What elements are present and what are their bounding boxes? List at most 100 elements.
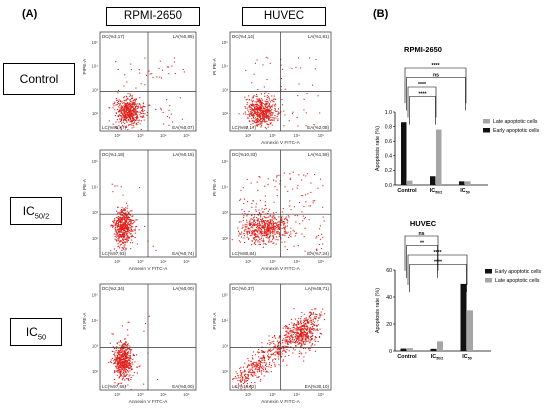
scatter-dot <box>295 66 297 68</box>
scatter-dot <box>256 103 258 105</box>
scatter-dot <box>306 319 308 321</box>
scatter-dot <box>118 221 120 223</box>
scatter-dot <box>111 224 113 226</box>
scatter-dot <box>119 111 121 113</box>
scatter-dot <box>262 116 264 118</box>
scatter-dot <box>262 362 264 364</box>
scatter-dot <box>257 115 259 117</box>
scatter-dot <box>272 226 274 228</box>
scatter-dot <box>126 220 128 222</box>
scatter-dot <box>155 108 157 110</box>
scatter-dot <box>303 333 305 335</box>
scatter-dot <box>124 235 126 237</box>
scatter-dot <box>301 211 303 213</box>
scatter-dot <box>263 86 265 88</box>
scatter-dot <box>127 103 129 105</box>
scatter-dot <box>272 100 274 102</box>
scatter-dot <box>249 370 251 372</box>
scatter-dot <box>256 111 258 113</box>
scatter-dot <box>254 106 256 108</box>
scatter-dot <box>127 230 129 232</box>
scatter-dot <box>125 355 127 357</box>
scatter-dot <box>140 83 142 85</box>
scatter-dot <box>124 222 126 224</box>
scatter-dot <box>163 123 165 125</box>
flow-plot-huvec-ic50: 10² 10² 10³ 10³ 10⁴ 10⁴ 10⁵ 10⁵ DC(%0,37) LA(%49,… <box>210 282 335 404</box>
scatter-dot <box>296 331 298 333</box>
scatter-dot <box>125 112 127 114</box>
scatter-dot <box>277 226 279 228</box>
legend-swatch <box>483 128 490 133</box>
scatter-dot <box>319 336 321 338</box>
scatter-dot <box>246 102 248 104</box>
scatter-dot <box>277 239 279 241</box>
scatter-dot <box>126 237 128 239</box>
scatter-dot <box>116 104 118 106</box>
scatter-dot <box>289 328 291 330</box>
scatter-dot <box>257 224 259 226</box>
scatter-dot <box>260 214 262 216</box>
scatter-dot <box>264 108 266 110</box>
scatter-dot <box>272 229 274 231</box>
scatter-dot <box>155 249 157 251</box>
scatter-dot <box>122 114 124 116</box>
scatter-dot <box>258 227 260 229</box>
scatter-dot <box>130 229 132 231</box>
scatter-dot <box>269 107 271 109</box>
scatter-dot <box>310 335 312 337</box>
scatter-dot <box>304 348 306 350</box>
scatter-dot <box>253 120 255 122</box>
scatter-dot <box>171 65 173 67</box>
scatter-dot <box>123 350 125 352</box>
scatter-dot <box>243 371 245 373</box>
scatter-dot <box>281 356 283 358</box>
y-tick-label: 10² <box>222 111 229 116</box>
scatter-dot <box>128 227 130 229</box>
scatter-dot <box>126 241 128 243</box>
scatter-dot <box>123 350 125 352</box>
scatter-dot <box>271 224 273 226</box>
scatter-dot <box>266 103 268 105</box>
scatter-dot <box>268 349 270 351</box>
scatter-dot <box>305 326 307 328</box>
scatter-dot <box>293 341 295 343</box>
scatter-dot <box>130 366 132 368</box>
scatter-dot <box>246 232 248 234</box>
scatter-dot <box>131 210 133 212</box>
scatter-dot <box>114 236 116 238</box>
scatter-dot <box>129 345 131 347</box>
scatter-dot <box>264 93 266 95</box>
scatter-dot <box>137 107 139 109</box>
scatter-dot <box>122 225 124 227</box>
scatter-dot <box>268 110 270 112</box>
quadrant-lc-label: LC(%92,17) <box>232 125 257 130</box>
scatter-dot <box>251 363 253 365</box>
scatter-dot <box>124 357 126 359</box>
scatter-dot <box>259 109 261 111</box>
scatter-dot <box>247 379 249 381</box>
scatter-dot <box>263 351 265 353</box>
scatter-dot <box>262 227 264 229</box>
scatter-dot <box>133 111 135 113</box>
scatter-dot <box>287 215 289 217</box>
scatter-dot <box>302 332 304 334</box>
scatter-dot <box>119 367 121 369</box>
scatter-dot <box>252 375 254 377</box>
scatter-dot <box>298 329 300 331</box>
scatter-dot <box>122 194 124 196</box>
scatter-dot <box>311 309 313 311</box>
scatter-dot <box>117 222 119 224</box>
scatter-dot <box>161 69 163 71</box>
scatter-dot <box>121 249 123 251</box>
scatter-dot <box>262 356 264 358</box>
scatter-dot <box>303 174 305 176</box>
scatter-dot <box>114 219 116 221</box>
scatter-dot <box>315 316 317 318</box>
scatter-dot <box>259 369 261 371</box>
scatter-dot <box>251 108 253 110</box>
scatter-dot <box>131 124 133 126</box>
scatter-dot <box>120 374 122 376</box>
scatter-dot <box>259 101 261 103</box>
scatter-dot <box>284 114 286 116</box>
scatter-dot <box>144 225 146 227</box>
